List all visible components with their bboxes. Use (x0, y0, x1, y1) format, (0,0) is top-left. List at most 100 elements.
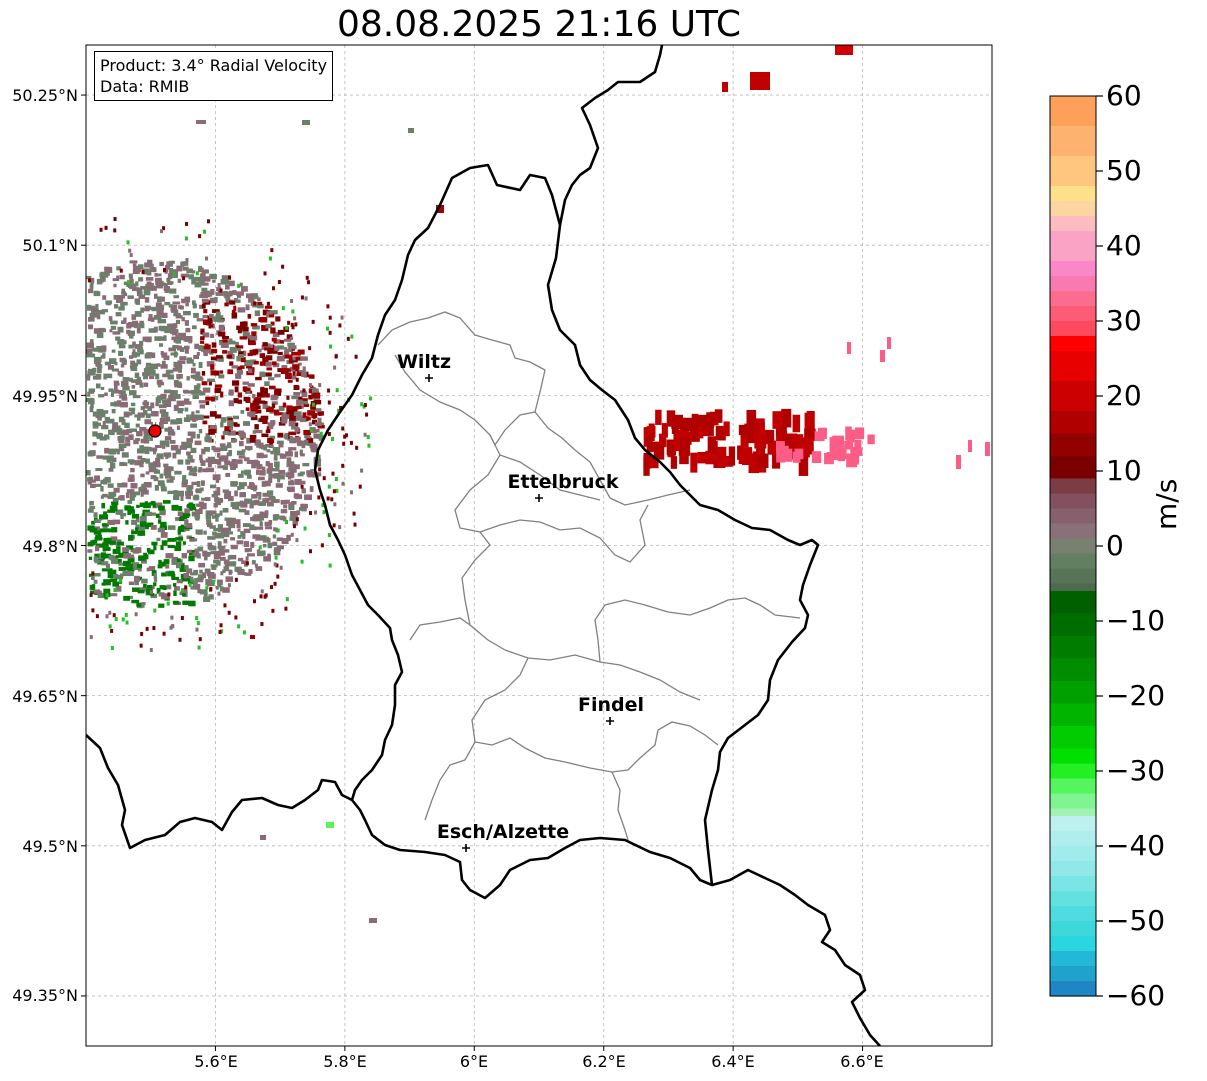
echo-cell (262, 353, 266, 358)
echo-cell (190, 538, 198, 542)
echo-cell (148, 328, 156, 333)
echo-cell (200, 480, 205, 486)
echo-cell (136, 448, 145, 454)
echo-cell (186, 465, 193, 471)
echo-cell (254, 440, 262, 446)
echo-cell (92, 424, 99, 429)
echo-cell (236, 540, 244, 545)
echo-cell (332, 523, 336, 528)
echo-cell (100, 355, 105, 359)
echo-cell (164, 269, 168, 274)
echo-cell (193, 385, 200, 391)
echo-cell (227, 583, 231, 588)
echo-cell (126, 489, 135, 494)
echo-cell (143, 289, 151, 296)
colorbar-band (1050, 433, 1096, 457)
echo-cell (173, 351, 178, 358)
echo-cell (198, 562, 206, 568)
echo-cell (153, 572, 157, 579)
echo-cell (196, 352, 200, 356)
echo-cell (244, 359, 252, 366)
echo-cell (143, 482, 152, 488)
echo-cell (220, 571, 224, 576)
echo-cell (130, 467, 135, 473)
echo-cell (222, 489, 229, 493)
echo-cell (121, 452, 129, 458)
echo-cell (267, 542, 273, 549)
echo-cell (240, 286, 248, 292)
echo-cell (728, 446, 736, 466)
echo-cell (160, 521, 167, 527)
echo-cell (215, 585, 219, 590)
echo-cell (274, 555, 278, 560)
echo-cell (291, 358, 298, 363)
marker-esch (462, 844, 470, 852)
echo-cell (165, 564, 170, 569)
echo-cell (252, 325, 260, 330)
echo-cell (192, 416, 197, 422)
echo-cell (128, 355, 134, 359)
echo-cell (208, 510, 216, 515)
echo-cell (184, 508, 190, 514)
echo-cell (215, 516, 219, 522)
echo-cell (308, 346, 312, 351)
echo-cell (98, 514, 105, 520)
echo-cell (277, 475, 285, 480)
echo-cell (337, 408, 341, 413)
echo-cell (141, 578, 148, 584)
echo-cell (158, 280, 164, 285)
echo-cell (231, 309, 236, 316)
echo-cell (261, 454, 268, 458)
echo-cell (228, 496, 234, 502)
echo-cell (202, 468, 209, 473)
echo-cell (303, 526, 307, 531)
echo-cell (169, 395, 176, 402)
echo-cell (176, 579, 184, 584)
echo-cell (208, 292, 213, 297)
echo-cell (88, 388, 96, 393)
echo-cell (100, 479, 104, 485)
echo-cell (108, 429, 115, 436)
echo-cell (177, 381, 182, 387)
echo-cell (285, 325, 289, 330)
echo-cell (121, 617, 125, 622)
echo-cell (205, 396, 211, 401)
echo-cell (213, 370, 220, 376)
echo-cell (218, 548, 225, 554)
echo-cell (118, 344, 126, 349)
echo-cell (175, 448, 181, 455)
echo-cell (655, 409, 662, 425)
echo-cell (92, 431, 98, 437)
echo-cell (89, 592, 93, 597)
echo-cell (195, 271, 199, 276)
echo-cell (155, 513, 160, 518)
echo-cell (292, 356, 296, 361)
echo-cell (132, 349, 136, 355)
colorbar-band (1050, 831, 1096, 847)
echo-cell (209, 545, 217, 551)
echo-cell (295, 538, 299, 543)
echo-cell (239, 440, 244, 447)
echo-cell (211, 565, 217, 570)
echo-cell (198, 277, 205, 283)
echo-cell (226, 460, 230, 464)
echo-cell (179, 591, 185, 596)
echo-cell (167, 571, 175, 577)
echo-cell (244, 498, 249, 504)
echo-cell (152, 462, 161, 468)
echo-cell (160, 229, 164, 234)
echo-cell (231, 438, 238, 443)
echo-cell (229, 426, 234, 431)
echo-cell (237, 535, 242, 539)
echo-cell (293, 316, 297, 321)
echo-cell (210, 289, 215, 295)
echo-cell (408, 128, 414, 133)
colorbar-band (1050, 186, 1096, 202)
echo-cell (91, 539, 98, 544)
echo-cell (263, 347, 271, 351)
echo-cell (238, 353, 245, 359)
echo-cell (251, 560, 256, 565)
echo-cell (294, 427, 300, 433)
lon-label-5-6: 5.6°E (194, 1052, 238, 1071)
echo-cell (254, 429, 263, 434)
